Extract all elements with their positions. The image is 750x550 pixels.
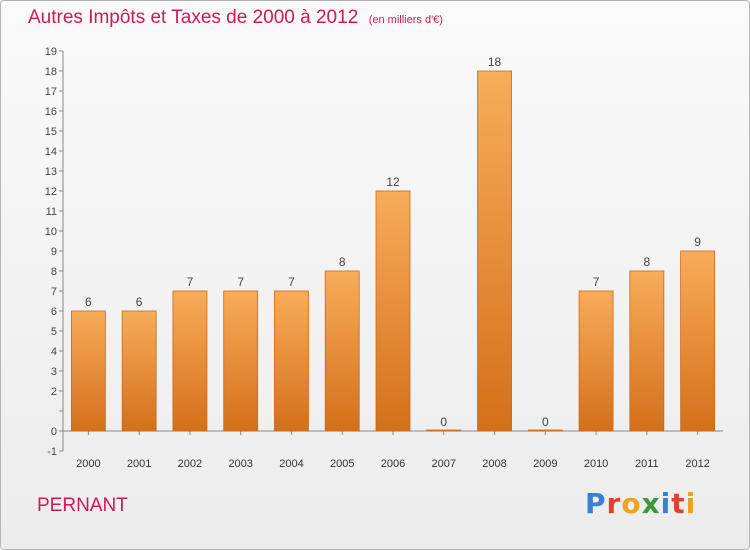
x-tick-label: 2003 [228, 458, 252, 470]
data-label: 8 [644, 255, 651, 269]
x-tick-label: 2000 [76, 458, 100, 470]
data-label: 0 [440, 415, 447, 429]
logo-letter: i [685, 487, 697, 520]
bar [375, 190, 411, 432]
bar [578, 290, 614, 432]
y-tick-label: 15 [45, 126, 57, 138]
title-unit: (en milliers d'€) [368, 14, 443, 26]
x-tick-label: 2002 [178, 458, 202, 470]
bar [426, 429, 462, 432]
data-label: 8 [339, 255, 346, 269]
bar [274, 290, 309, 432]
x-tick-label: 2011 [635, 458, 659, 470]
y-tick-label: -1 [47, 446, 57, 458]
logo-letter: P [585, 487, 607, 520]
y-tick-label: 0 [51, 426, 57, 438]
x-tick-label: 2001 [127, 458, 151, 470]
y-tick-label: 10 [45, 226, 57, 238]
data-label: 7 [593, 275, 600, 289]
proxiti-logo: Proxiti [585, 487, 696, 520]
data-label: 0 [542, 415, 549, 429]
bar [172, 290, 208, 432]
y-tick-label: 5 [51, 326, 57, 338]
commune-name: PERNANT [37, 495, 128, 516]
y-tick-label: 14 [45, 146, 57, 158]
logo-letter: x [641, 487, 661, 520]
data-label: 7 [187, 275, 194, 289]
data-label: 7 [237, 275, 244, 289]
y-tick-label: 13 [45, 166, 57, 178]
logo-letter: o [621, 487, 642, 520]
bar [324, 270, 360, 432]
y-tick-label: 18 [45, 66, 57, 78]
bar [223, 290, 259, 432]
y-tick-label: 4 [51, 346, 57, 358]
x-tick-label: 2008 [482, 458, 506, 470]
y-tick-label: 7 [51, 286, 57, 298]
y-tick-label: 16 [45, 106, 57, 118]
bar [527, 429, 563, 432]
x-tick-label: 2007 [432, 458, 456, 470]
data-label: 18 [488, 55, 502, 69]
logo-letter: r [606, 487, 622, 520]
y-tick-label: 6 [51, 306, 57, 318]
x-tick-label: 2006 [381, 458, 405, 470]
y-tick-label: 19 [45, 46, 57, 58]
bar [477, 70, 512, 432]
y-tick-label: 11 [46, 206, 57, 218]
y-tick-label: 8 [51, 266, 57, 278]
y-tick-label: 12 [45, 186, 57, 198]
bar [629, 270, 665, 432]
data-label: 7 [288, 275, 295, 289]
x-tick-label: 2010 [584, 458, 608, 470]
bar [680, 250, 716, 432]
bar [121, 310, 157, 432]
y-tick-label: 2 [51, 386, 57, 398]
title-main: Autres Impôts et Taxes de 2000 à 2012 [28, 7, 359, 28]
logo-letter: i [660, 487, 672, 520]
x-tick-label: 2005 [330, 458, 354, 470]
y-tick-label: 3 [51, 366, 57, 378]
chart-title: Autres Impôts et Taxes de 2000 à 2012 (e… [28, 7, 443, 29]
data-label: 6 [136, 295, 143, 309]
data-label: 9 [694, 235, 701, 249]
y-tick-label: 9 [51, 246, 57, 258]
data-label: 6 [85, 295, 92, 309]
x-tick-label: 2009 [533, 458, 557, 470]
bar [70, 310, 106, 432]
x-tick-label: 2004 [279, 458, 303, 470]
y-tick-label: 17 [45, 86, 57, 98]
x-tick-label: 2012 [685, 458, 709, 470]
data-label: 12 [386, 175, 400, 189]
logo-letter: t [671, 487, 686, 520]
